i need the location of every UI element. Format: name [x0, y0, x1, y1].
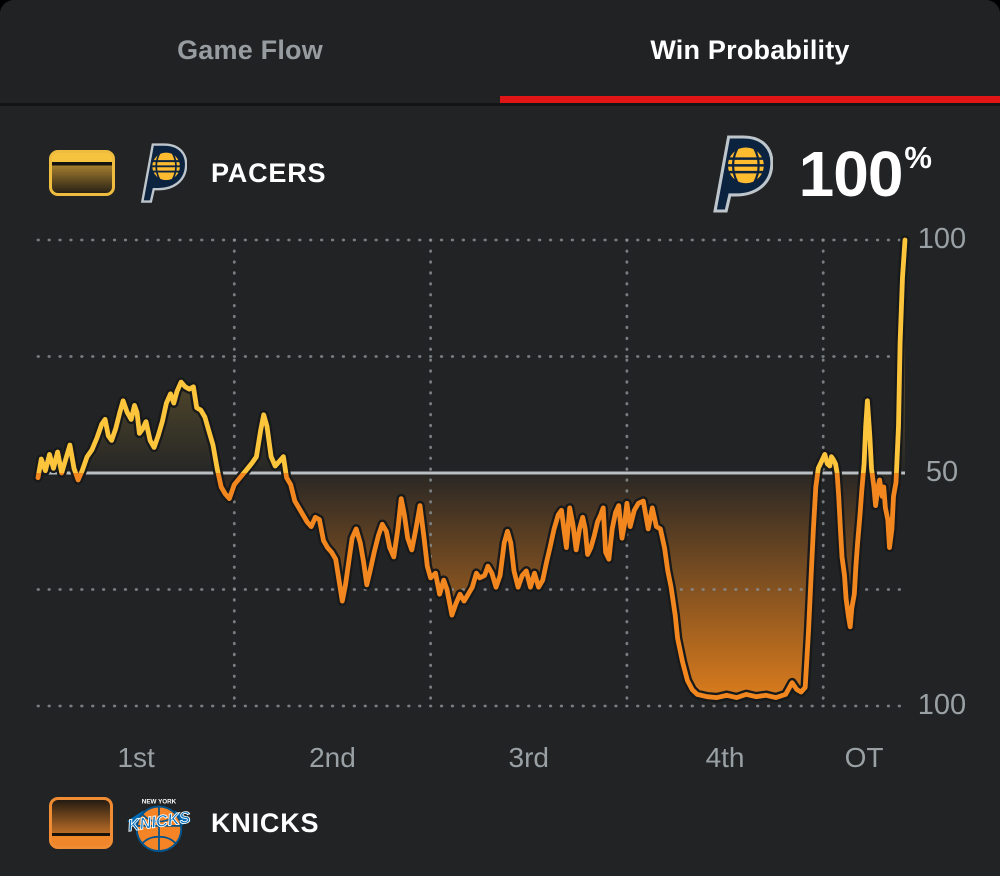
probability-area-fill [38, 240, 905, 698]
win-pct-value: 100 [798, 138, 904, 210]
x-axis-label: 4th [705, 742, 745, 773]
pacers-logo-icon [140, 143, 187, 203]
knicks-legend-row: NEW YORK KNICKS KNICKS [49, 791, 319, 855]
knicks-gradient-swatch-icon [49, 797, 113, 849]
pacers-win-percentage: 100% [799, 142, 932, 206]
tab-win-probability-label: Win Probability [650, 34, 850, 65]
win-pct-unit: % [904, 140, 932, 175]
y-axis-label: 100 [917, 223, 967, 255]
active-tab-indicator [500, 96, 1000, 103]
pacers-win-percentage-group: 100% [699, 134, 932, 214]
tab-game-flow-label: Game Flow [177, 34, 323, 65]
knicks-logo-icon: NEW YORK KNICKS [126, 799, 192, 853]
x-axis-label: 2nd [309, 742, 356, 773]
x-axis-label: OT [844, 742, 884, 773]
x-axis-label: 1st [117, 742, 155, 773]
svg-text:NEW YORK: NEW YORK [142, 799, 177, 806]
pacers-gradient-swatch-icon [49, 150, 115, 196]
x-axis-label: 3rd [508, 742, 549, 773]
tab-game-flow[interactable]: Game Flow [0, 0, 500, 100]
y-axis-label: 100 [917, 689, 967, 721]
pacers-logo-large-icon [712, 135, 773, 213]
y-axis-label: 50 [925, 456, 959, 488]
probability-line [35, 237, 908, 700]
pacers-legend-row: PACERS [49, 141, 326, 205]
knicks-name: KNICKS [211, 807, 320, 838]
pacers-name: PACERS [211, 157, 327, 188]
win-probability-chart [33, 235, 910, 708]
tab-win-probability[interactable]: Win Probability [500, 0, 1000, 100]
tab-bar: Game Flow Win Probability [0, 0, 1000, 106]
